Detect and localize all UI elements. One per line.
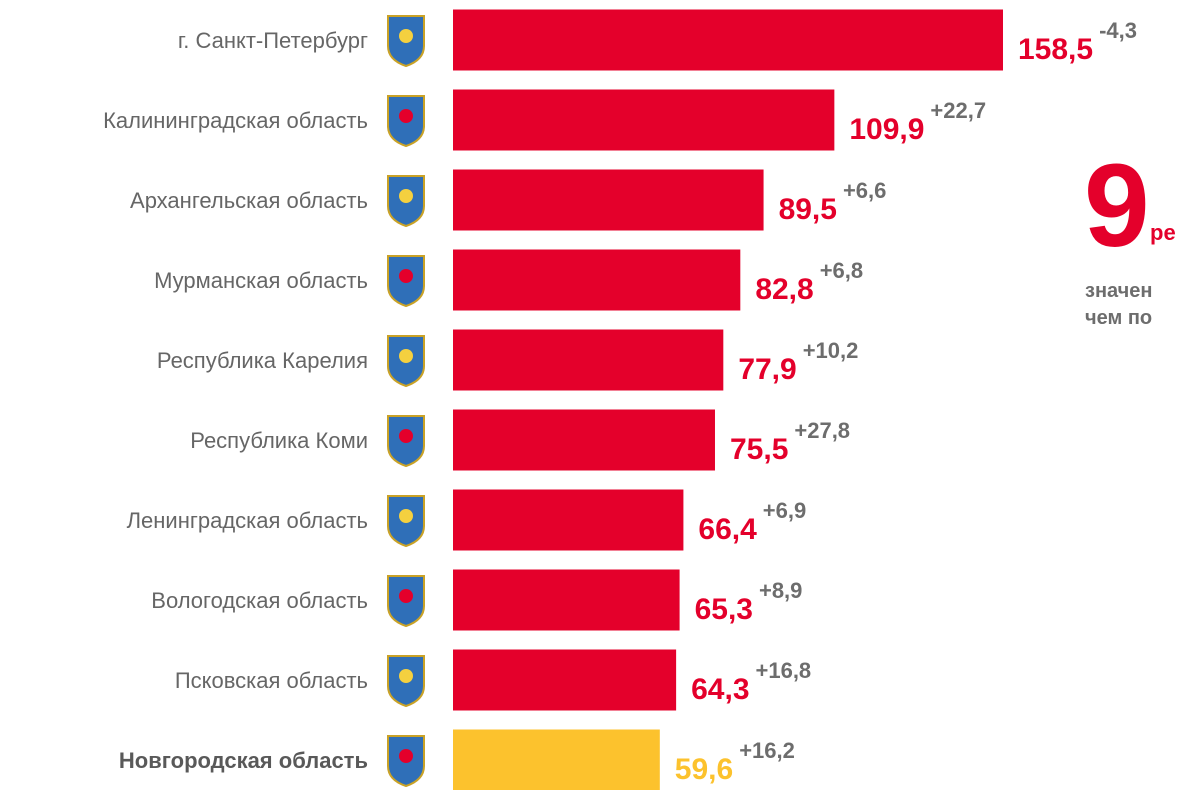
bar <box>453 169 764 231</box>
category-label: г. Санкт-Петербург <box>178 28 368 53</box>
bar <box>453 329 724 391</box>
value-label: 64,3 <box>691 673 749 706</box>
value-label: 89,5 <box>779 193 837 226</box>
bar <box>453 9 1003 71</box>
change-label: +16,2 <box>739 738 795 763</box>
value-label: 59,6 <box>675 753 733 786</box>
bar <box>453 89 835 151</box>
coat-of-arms-detail <box>399 669 413 683</box>
change-label: -4,3 <box>1099 18 1137 43</box>
category-label: Калининградская область <box>103 108 368 133</box>
category-label: Мурманская область <box>154 268 368 293</box>
category-label: Псковская область <box>175 668 368 693</box>
big-number: 9 <box>1084 140 1150 272</box>
value-label: 158,5 <box>1018 33 1093 66</box>
change-label: +8,9 <box>759 578 802 603</box>
bar <box>453 249 741 311</box>
value-label: 77,9 <box>738 353 796 386</box>
category-label: Ленинградская область <box>127 508 368 533</box>
value-label: 66,4 <box>698 513 757 546</box>
category-label: Новгородская область <box>119 748 368 773</box>
bar <box>453 649 677 711</box>
change-label: +6,9 <box>763 498 806 523</box>
value-label: 82,8 <box>755 273 813 306</box>
coat-of-arms-detail <box>399 509 413 523</box>
coat-of-arms-detail <box>399 429 413 443</box>
value-label: 65,3 <box>695 593 753 626</box>
bar <box>453 489 684 551</box>
change-label: +10,2 <box>803 338 859 363</box>
value-label: 75,5 <box>730 433 788 466</box>
coat-of-arms-detail <box>399 269 413 283</box>
category-label: Архангельская область <box>130 188 368 213</box>
value-label: 109,9 <box>849 113 924 146</box>
category-label: Республика Карелия <box>157 348 368 373</box>
coat-of-arms-detail <box>399 349 413 363</box>
coat-of-arms-detail <box>399 589 413 603</box>
coat-of-arms-detail <box>399 109 413 123</box>
change-label: +6,8 <box>820 258 863 283</box>
change-label: +16,8 <box>756 658 812 683</box>
note-line: чем по <box>1085 307 1152 329</box>
bar <box>453 569 680 631</box>
coat-of-arms-detail <box>399 749 413 763</box>
bar <box>453 409 715 471</box>
big-suffix: ре <box>1150 220 1176 245</box>
category-label: Республика Коми <box>190 428 368 453</box>
coat-of-arms-detail <box>399 189 413 203</box>
bar <box>453 729 660 790</box>
category-label: Вологодская область <box>151 588 368 613</box>
change-label: +6,6 <box>843 178 886 203</box>
change-label: +27,8 <box>794 418 850 443</box>
note-line: значен <box>1085 280 1152 302</box>
coat-of-arms-detail <box>399 29 413 43</box>
change-label: +22,7 <box>930 98 986 123</box>
